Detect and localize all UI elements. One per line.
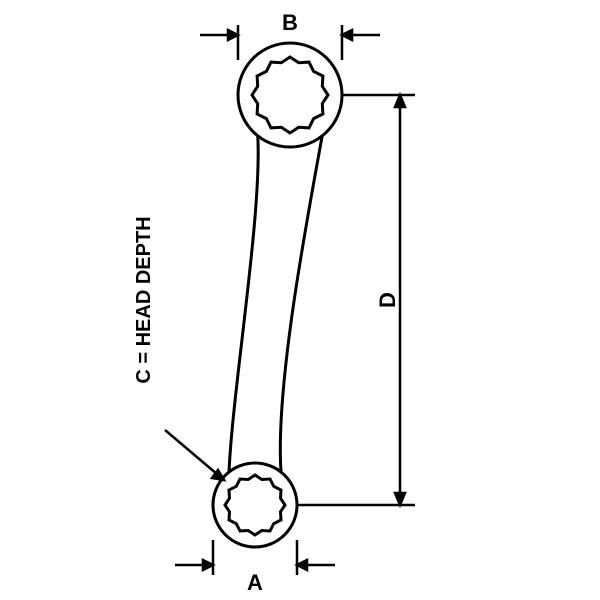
label-d: D [375,292,400,308]
wrench-body [213,43,342,547]
bottom-head-inner-12pt [225,475,285,535]
label-b: B [282,10,298,35]
label-c: C = HEAD DEPTH [133,216,155,383]
top-head-inner-12pt [252,57,328,133]
wrench-dimension-diagram: B A D C = HEAD DEPTH [0,0,600,600]
shaft-left-edge [229,136,258,473]
label-a: A [247,570,263,595]
dimension-c-leader [165,430,224,480]
shaft-right-edge [280,136,322,473]
